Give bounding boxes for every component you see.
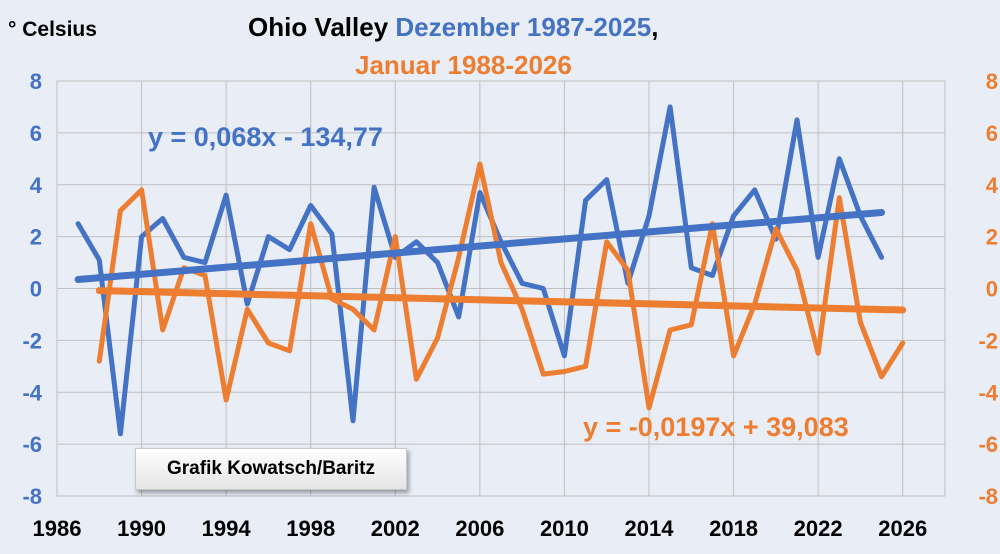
y-tick-label-left: -8 bbox=[22, 484, 42, 509]
chart-title-line2: Januar 1988-2026 bbox=[355, 50, 572, 81]
title-comma: , bbox=[651, 12, 659, 42]
y-axis-unit-label: ° Celsius bbox=[8, 18, 97, 41]
y-tick-label-right: -6 bbox=[978, 432, 998, 457]
y-tick-label-left: 4 bbox=[30, 173, 43, 198]
y-tick-label-right: 4 bbox=[986, 173, 999, 198]
x-tick-label: 1998 bbox=[286, 516, 335, 541]
y-tick-label-left: -6 bbox=[22, 432, 42, 457]
title-region: Ohio Valley bbox=[248, 12, 389, 42]
trendline-1 bbox=[74, 209, 886, 284]
x-tick-label: 2006 bbox=[455, 516, 504, 541]
y-tick-label-right: 0 bbox=[986, 277, 998, 302]
x-tick-label: 2014 bbox=[625, 516, 675, 541]
y-tick-label-left: 2 bbox=[30, 225, 42, 250]
y-tick-label-left: 6 bbox=[30, 121, 42, 146]
x-tick-label: 2010 bbox=[540, 516, 589, 541]
y-tick-label-right: 2 bbox=[986, 225, 998, 250]
trend-equation-series1: y = 0,068x - 134,77 bbox=[148, 122, 383, 152]
y-tick-label-left: -4 bbox=[22, 380, 42, 405]
series-line-1 bbox=[75, 104, 885, 437]
y-tick-label-right: 8 bbox=[986, 69, 998, 94]
x-tick-label: 1994 bbox=[202, 516, 252, 541]
series-line-2 bbox=[96, 161, 906, 411]
y-tick-label-right: -8 bbox=[978, 484, 998, 509]
y-tick-label-right: 6 bbox=[986, 121, 998, 146]
trendline-2 bbox=[95, 287, 907, 314]
y-tick-label-right: -4 bbox=[978, 380, 998, 405]
x-tick-label: 2026 bbox=[878, 516, 927, 541]
trend-equation-series2: y = -0,0197x + 39,083 bbox=[583, 412, 849, 442]
chart-title-line1: Ohio Valley Dezember 1987-2025, bbox=[248, 12, 658, 43]
x-tick-label: 2002 bbox=[371, 516, 420, 541]
x-tick-label: 2022 bbox=[794, 516, 843, 541]
title-series2: Januar 1988-2026 bbox=[355, 50, 572, 80]
y-tick-label-left: -2 bbox=[22, 328, 42, 353]
y-tick-label-left: 8 bbox=[30, 69, 42, 94]
title-series1: Dezember 1987-2025 bbox=[395, 12, 652, 42]
y-tick-label-left: 0 bbox=[30, 277, 42, 302]
x-tick-label: 2018 bbox=[709, 516, 758, 541]
x-tick-label: 1990 bbox=[117, 516, 166, 541]
y-tick-label-right: -2 bbox=[978, 328, 998, 353]
x-tick-label: 1986 bbox=[33, 516, 82, 541]
credit-box: Grafik Kowatsch/Baritz bbox=[135, 448, 407, 490]
